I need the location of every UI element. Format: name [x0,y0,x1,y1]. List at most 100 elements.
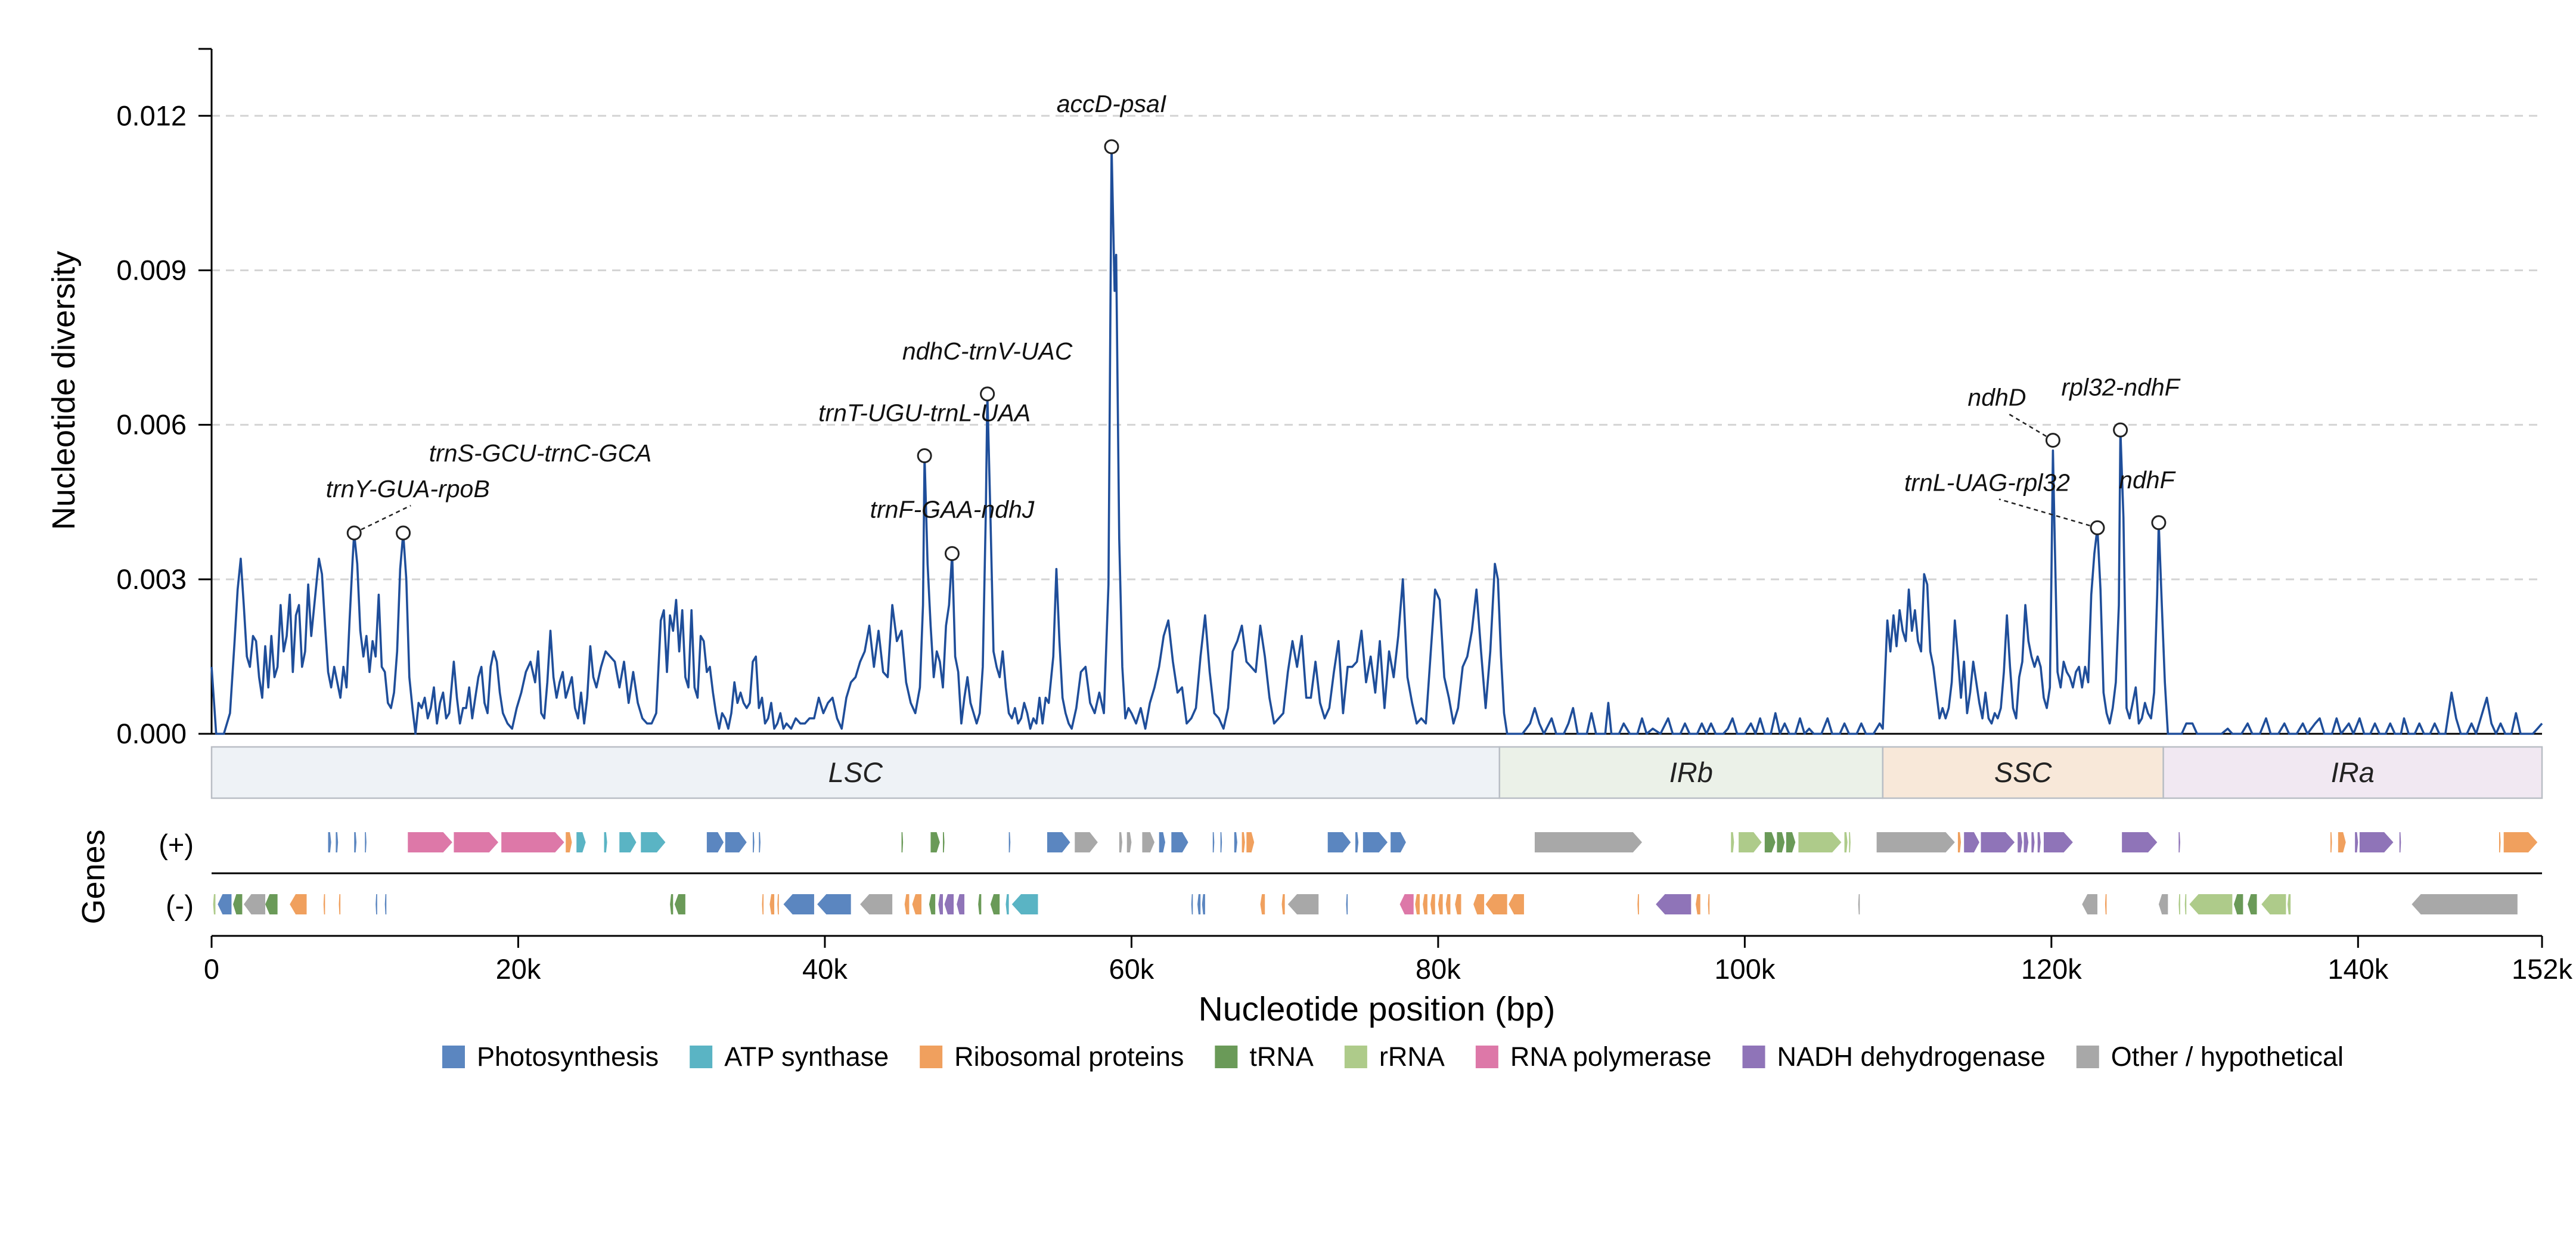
gene-arrow [244,894,266,914]
gene-arrow [2287,894,2291,914]
gene-arrow [604,832,607,852]
gene-arrow [1964,832,1979,852]
gene-arrow [1142,832,1155,852]
y-tick-label: 0.006 [116,409,187,441]
gene-arrow [2178,894,2180,914]
legend-label: NADH dehydrogenase [1777,1041,2046,1072]
peak-label: trnS-GCU-trnC-GCA [429,439,652,467]
gene-arrow [1430,894,1435,914]
gene-arrow [1126,832,1132,852]
peak-marker [2045,433,2060,448]
gene-arrow [2261,894,2286,914]
gene-arrow [2037,832,2041,852]
strand-plus-label: (+) [159,829,194,860]
gene-arrow [2411,894,2518,914]
gene-arrow [674,894,685,914]
gene-arrow [1485,894,1507,914]
gene-arrow [1798,832,1842,852]
gene-arrow [1473,894,1485,914]
legend-label: tRNA [1249,1041,1314,1072]
peak-marker [2090,520,2105,535]
gene-arrow [1764,832,1776,852]
x-tick-label: 60k [1109,953,1154,985]
gene-arrow [2184,894,2187,914]
gene-arrow [990,894,1000,914]
gene-arrow [365,832,367,852]
gene-arrow [1287,894,1319,914]
gene-arrow [1696,894,1700,914]
gene-arrow [943,832,945,852]
region-bar: LSC IRb SSC IRa [210,746,2543,799]
gene-arrow [1399,894,1414,914]
gene-arrow [2158,894,2168,914]
legend-label: RNA polymerase [1510,1041,1712,1072]
gene-arrow [1876,832,1955,852]
gene-arrow [1197,894,1201,914]
gene-arrow [1281,894,1285,914]
peak-leader-line [353,504,411,534]
peak-label: rpl32-ndhF [2061,373,2180,401]
legend-label: Photosynthesis [477,1041,659,1072]
gene-arrow [2338,832,2346,852]
gene-arrow [2023,832,2029,852]
gene-arrow [1159,832,1166,852]
peak-label: trnL-UAG-rpl32 [1904,469,2070,496]
gene-arrow [777,894,779,914]
gene-arrow [1005,894,1009,914]
legend-swatch [1475,1046,1498,1068]
region-ssc [1882,746,2164,799]
gene-arrow [1637,894,1639,914]
gene-arrow [930,832,940,852]
gene-arrow [706,832,724,852]
gene-arrow [1355,832,1359,852]
gene-arrow [1242,832,1245,852]
gene-arrow [1739,832,1762,852]
gene-arrow [938,894,944,914]
gene-arrow [2399,832,2401,852]
gene-arrow [408,832,452,852]
gene-arrow [1011,894,1038,914]
x-tick-label: 40k [802,953,848,985]
gene-track [212,832,2542,914]
gene-arrow [328,832,331,852]
x-tick-label: 152k [2512,953,2572,985]
legend-label: Other / hypothetical [2111,1041,2344,1072]
gene-arrow [233,894,243,914]
y-tick-label: 0.000 [116,718,187,749]
gene-arrow [1391,832,1406,852]
gene-arrow [1423,894,1427,914]
gene-arrow [769,894,775,914]
region-irb [1498,746,1884,799]
gene-arrow [944,894,954,914]
y-axis: 0.000 0.003 0.006 0.009 0.012 [116,48,2542,749]
gridlines [212,114,2542,581]
gene-arrow [2031,832,2035,852]
gene-arrow [501,832,564,852]
y-tick-label: 0.012 [116,100,187,131]
gene-arrow [1246,832,1255,852]
gene-arrow [384,894,387,914]
gene-arrow [1731,832,1734,852]
gene-arrow [1455,894,1461,914]
legend-swatch [920,1046,943,1068]
gene-arrow [1415,894,1420,914]
gene-arrow [375,894,377,914]
gene-arrow [817,894,851,914]
gene-arrow [1327,832,1351,852]
gene-arrow [2499,832,2501,852]
y-tick-label: 0.003 [116,563,187,595]
region-label: IRa [2331,756,2375,788]
gene-arrow [454,832,499,852]
peak-marker [346,525,362,541]
plot-area [210,145,2543,735]
legend-label: ATP synthase [724,1041,889,1072]
gene-arrow [2330,832,2332,852]
peak-label: ndhF [2119,466,2175,494]
legend-swatch [1742,1046,1765,1068]
gene-arrow [2178,832,2180,852]
legend-swatch [1344,1046,1367,1068]
gene-arrow [2248,894,2257,914]
gene-arrow [290,894,307,914]
gene-arrow [2082,894,2098,914]
